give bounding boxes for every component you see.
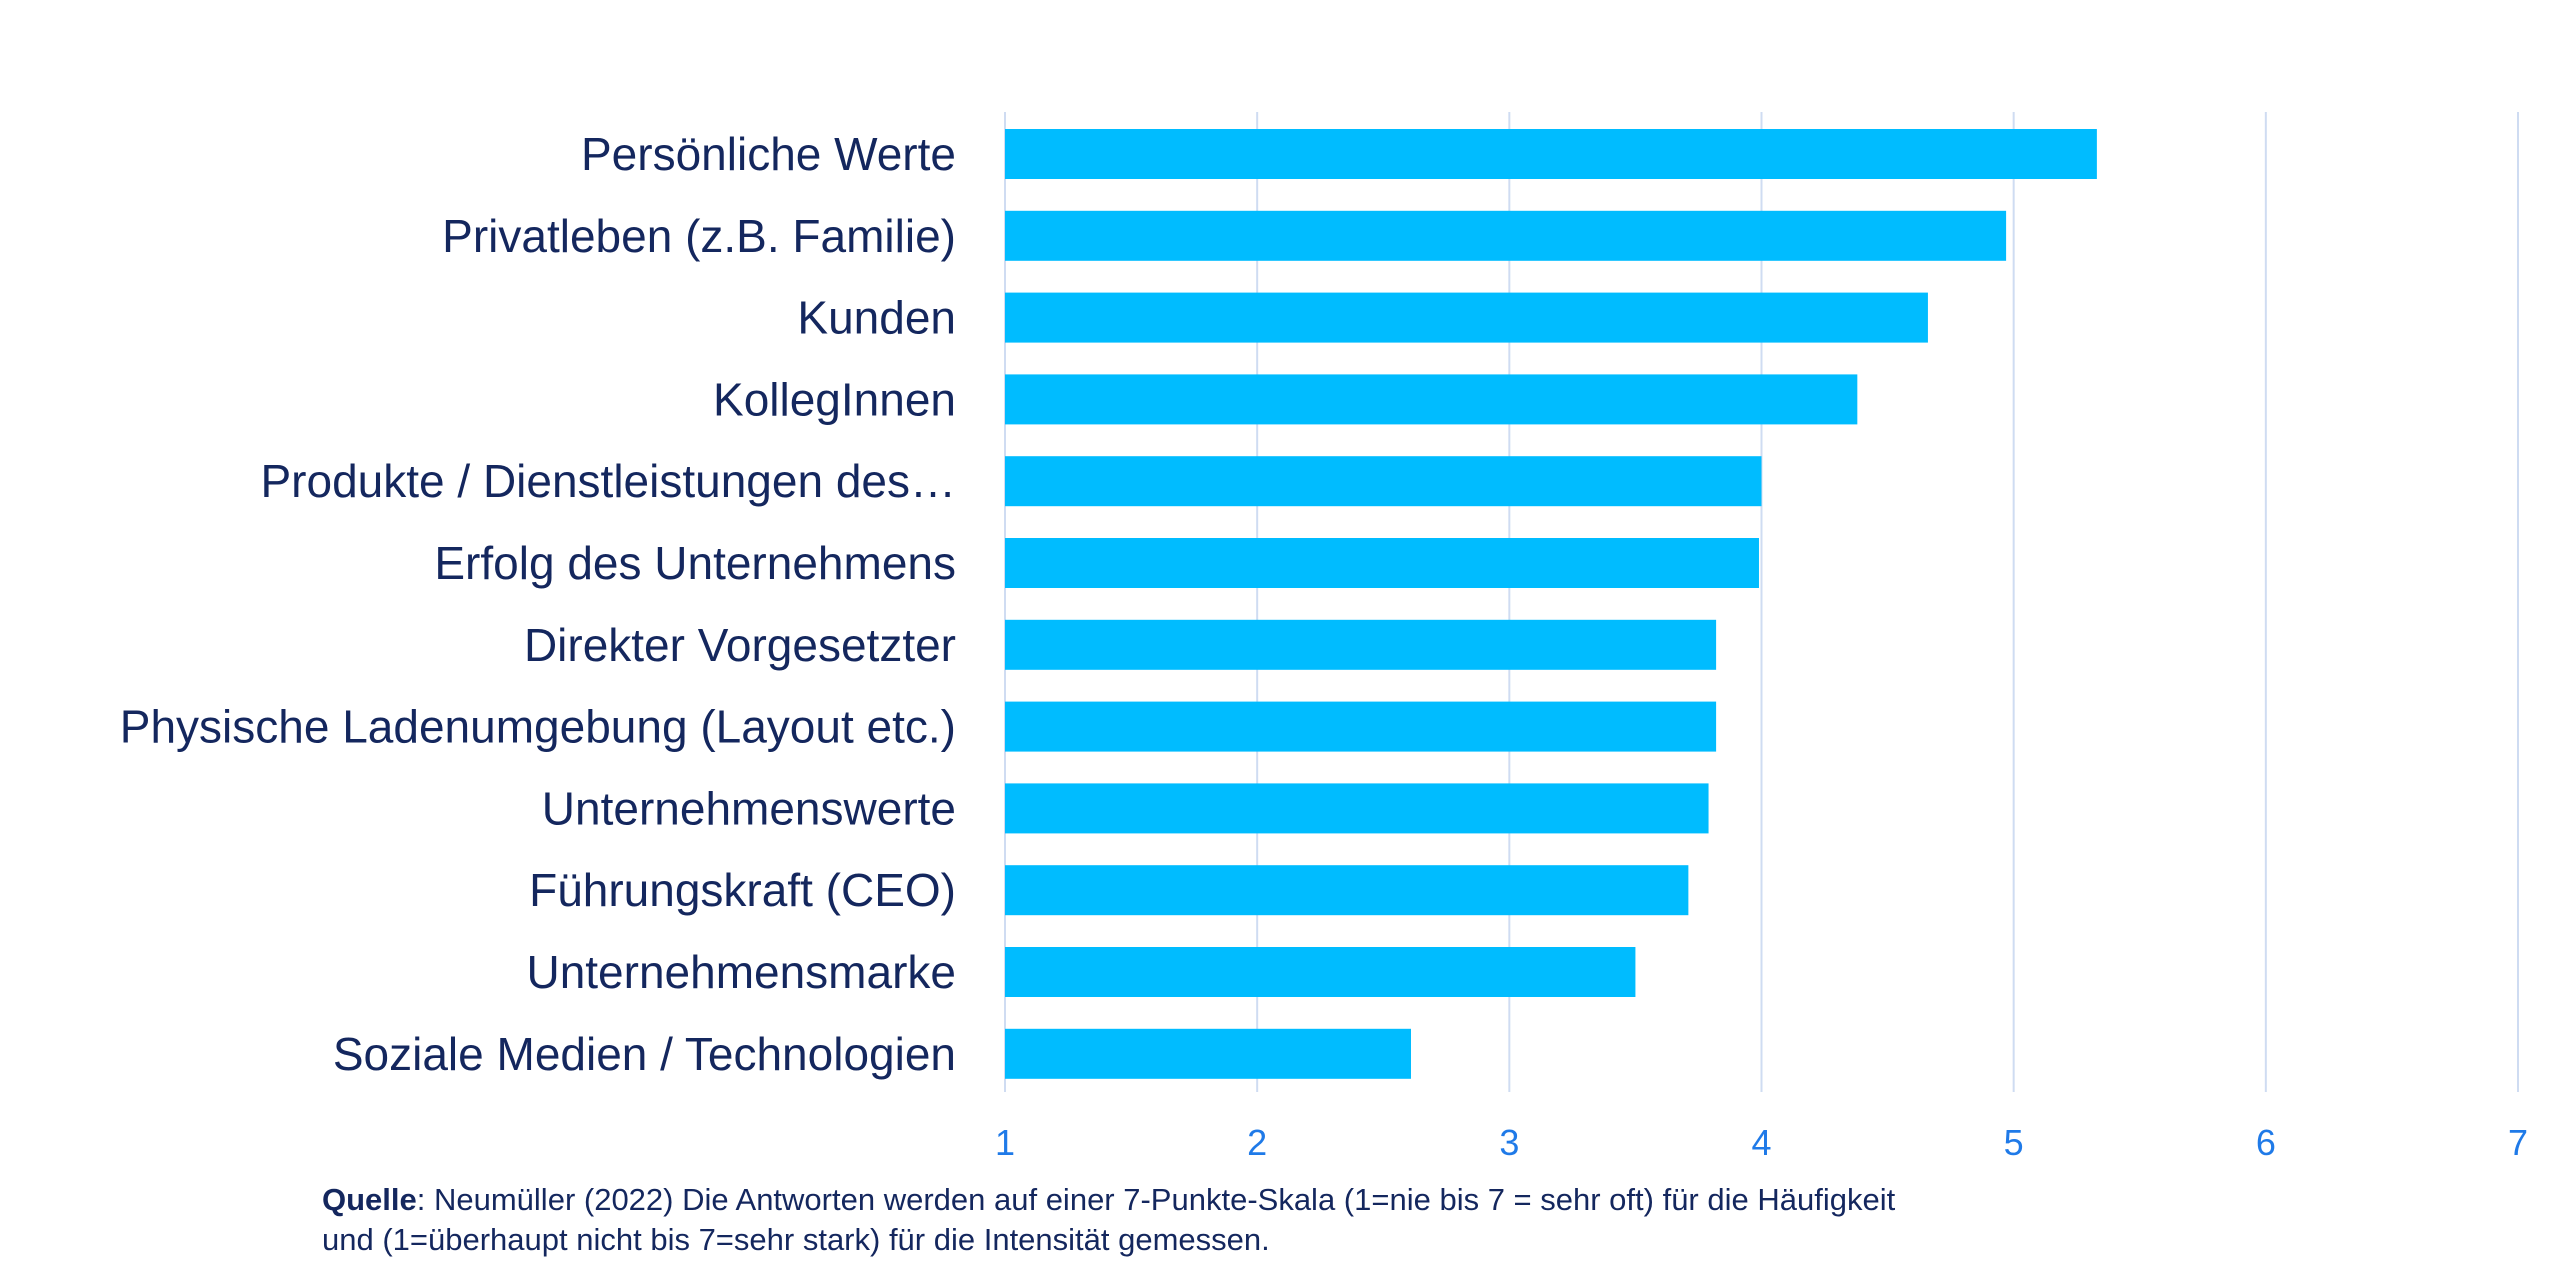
bar-1 [1005,210,2007,261]
category-label-8: Unternehmenswerte [542,782,956,834]
source-note: Quelle: Neumüller (2022) Die Antworten w… [322,1180,2222,1260]
bar-9 [1005,865,1689,916]
bar-5 [1005,538,1759,588]
bar-6 [1005,619,1717,670]
category-label-9: Führungskraft (CEO) [529,864,956,916]
bar-4 [1005,456,1762,507]
category-label-1: Privatleben (z.B. Familie) [442,210,956,262]
bar-3 [1005,374,1858,425]
category-labels: Persönliche Werte Privatleben (z.B. Famil… [120,128,956,1080]
x-tick-label-4: 4 [1751,1122,1771,1163]
x-tick-label-5: 5 [2004,1122,2024,1163]
category-label-7: Physische Ladenumgebung (Layout etc.) [120,701,956,753]
bar-0 [1005,129,2097,179]
source-label: Quelle [322,1182,417,1217]
source-text-line1: : Neumüller (2022) Die Antworten werden … [416,1182,1896,1217]
bars [1005,129,2097,1079]
bar-2 [1005,292,1928,343]
category-label-3: KollegInnen [713,373,956,425]
category-label-10: Unternehmensmarke [526,946,956,998]
x-tick-label-2: 2 [1247,1122,1267,1163]
x-tick-label-6: 6 [2256,1122,2276,1163]
bar-11 [1005,1028,1411,1079]
category-label-11: Soziale Medien / Technologien [333,1028,956,1080]
category-label-5: Erfolg des Unternehmens [434,537,956,589]
x-tick-label-7: 7 [2508,1122,2528,1163]
bar-7 [1005,701,1717,752]
category-label-0: Persönliche Werte [581,128,956,180]
category-label-4: Produkte / Dienstleistungen des… [260,455,956,507]
x-tick-labels: 1 2 3 4 5 6 7 [995,1122,2528,1163]
category-label-6: Direkter Vorgesetzter [524,619,956,671]
source-text-line2: und (1=überhaupt nicht bis 7=sehr stark)… [322,1222,1270,1257]
x-tick-label-1: 1 [995,1122,1015,1163]
x-tick-label-3: 3 [1499,1122,1519,1163]
bar-8 [1005,783,1709,834]
bar-10 [1005,947,1636,997]
category-label-2: Kunden [797,292,956,344]
grid-lines [1004,112,2519,1092]
